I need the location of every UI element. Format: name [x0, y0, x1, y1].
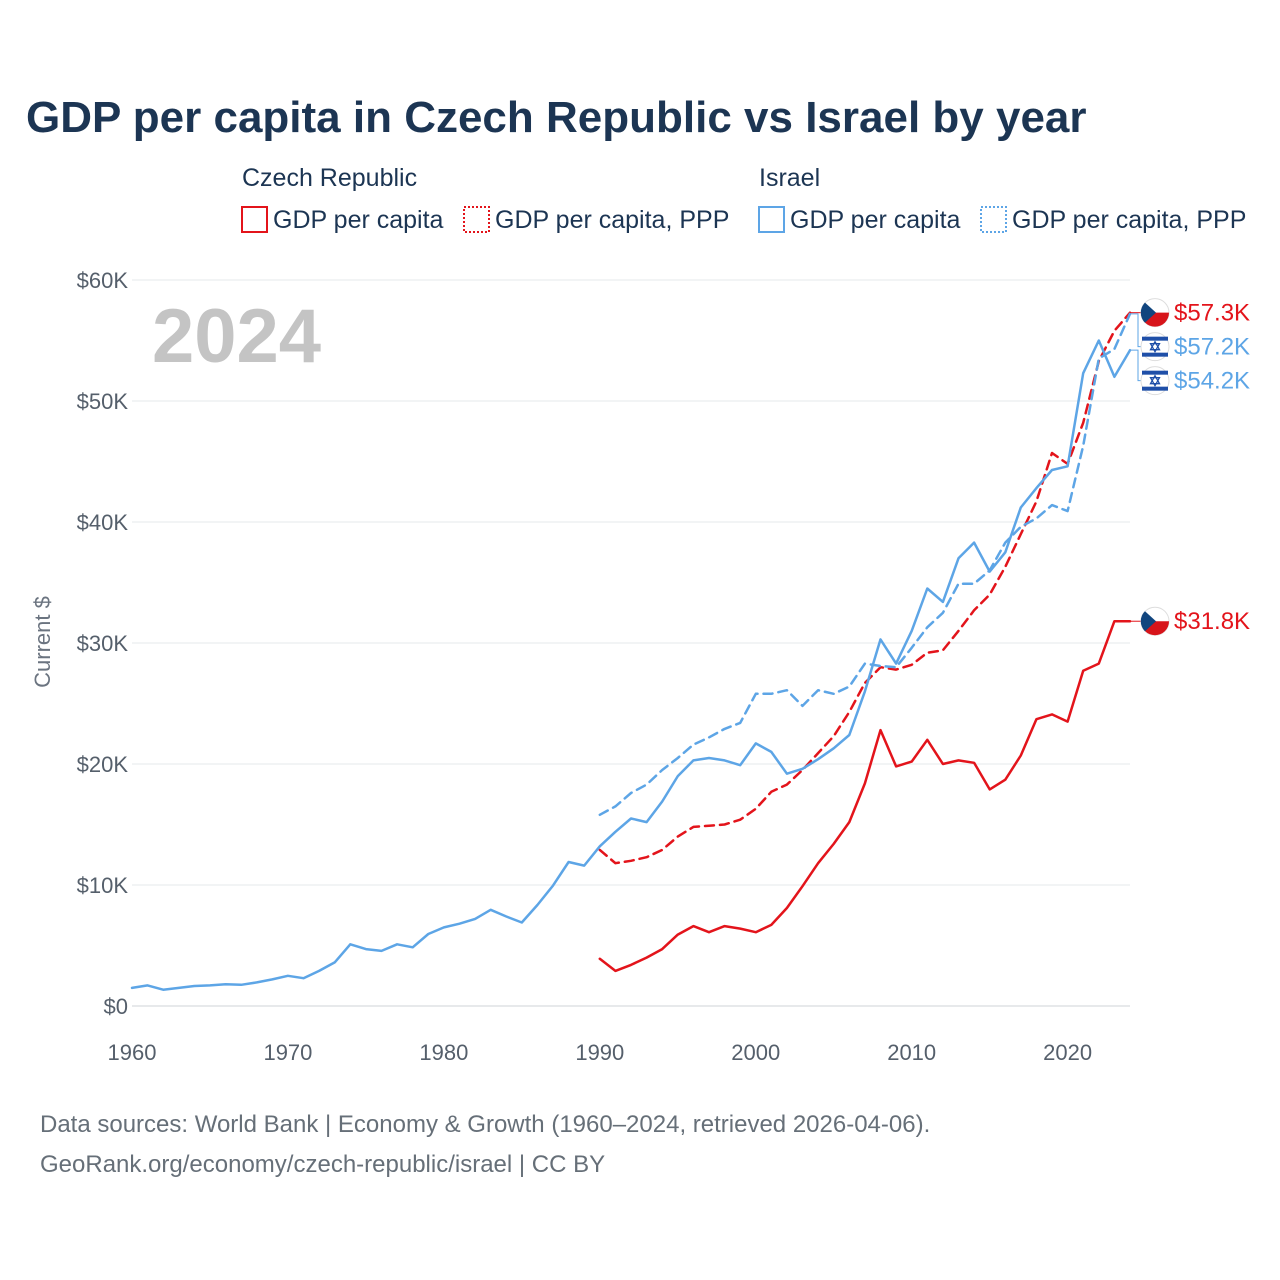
- legend-israel-ppp[interactable]: GDP per capita, PPP: [1012, 206, 1246, 234]
- series-line-israel-gdp-per-capita-ppp[interactable]: [598, 312, 1132, 817]
- x-tick-label: 1970: [263, 1040, 312, 1065]
- x-tick-label: 1960: [108, 1040, 157, 1065]
- x-axis: 1960 1970 1980 1990 2000 2010 2020: [108, 1040, 1093, 1065]
- israel-flag-icon: [1140, 366, 1170, 396]
- legend-swatch-israel-gdp[interactable]: [758, 206, 785, 233]
- y-axis-label: Current $: [30, 596, 55, 688]
- x-tick-label: 2000: [731, 1040, 780, 1065]
- series-line-israel-gdp-per-capita[interactable]: [130, 339, 1132, 991]
- legend-group-israel: Israel: [759, 164, 820, 192]
- x-tick-label: 2020: [1043, 1040, 1092, 1065]
- y-tick-label: $20K: [77, 752, 129, 777]
- czech-flag-icon: [1140, 298, 1170, 328]
- legend-israel-gdp[interactable]: GDP per capita: [790, 206, 961, 234]
- end-labels: $57.3K $57.2K $54.2K $31.8K: [1130, 298, 1250, 636]
- chart-title: GDP per capita in Czech Republic vs Isra…: [26, 93, 1087, 142]
- legend-group-czech: Czech Republic: [242, 164, 417, 192]
- y-tick-label: $0: [104, 994, 128, 1019]
- series-line-czech-republic-gdp-per-capita-ppp[interactable]: [598, 311, 1132, 865]
- end-label-connector: [1130, 313, 1141, 348]
- y-tick-label: $30K: [77, 631, 129, 656]
- legend-swatch-israel-ppp[interactable]: [980, 206, 1007, 233]
- y-tick-label: $50K: [77, 389, 129, 414]
- year-watermark: 2024: [152, 294, 321, 379]
- y-tick-label: $40K: [77, 510, 129, 535]
- y-tick-label: $60K: [77, 268, 129, 293]
- gridlines: [132, 279, 1130, 1007]
- legend-czech-gdp[interactable]: GDP per capita: [273, 206, 444, 234]
- x-tick-label: 1980: [419, 1040, 468, 1065]
- x-tick-label: 2010: [887, 1040, 936, 1065]
- legend-swatch-czech-ppp[interactable]: [463, 206, 490, 233]
- legend: Czech Republic Israel GDP per capita GDP…: [241, 164, 1246, 234]
- israel-flag-icon: [1140, 332, 1170, 362]
- series-end-label: $57.3K: [1174, 300, 1250, 327]
- series-end-label: $54.2K: [1174, 368, 1250, 395]
- series-line-czech-republic-gdp-per-capita[interactable]: [598, 619, 1132, 973]
- y-tick-label: $10K: [77, 873, 129, 898]
- legend-czech-ppp[interactable]: GDP per capita, PPP: [495, 206, 729, 234]
- source-line-2[interactable]: GeoRank.org/economy/czech-republic/israe…: [40, 1151, 605, 1178]
- series-end-label: $31.8K: [1174, 608, 1250, 635]
- source-line-1: Data sources: World Bank | Economy & Gro…: [40, 1111, 930, 1138]
- czech-flag-icon: [1140, 606, 1170, 636]
- legend-swatch-czech-gdp[interactable]: [241, 206, 268, 233]
- end-label-connector: [1130, 349, 1141, 382]
- series-end-label: $57.2K: [1174, 334, 1250, 361]
- y-axis: $0 $10K $20K $30K $40K $50K $60K: [77, 268, 129, 1019]
- x-tick-label: 1990: [575, 1040, 624, 1065]
- series-layer: [130, 311, 1132, 991]
